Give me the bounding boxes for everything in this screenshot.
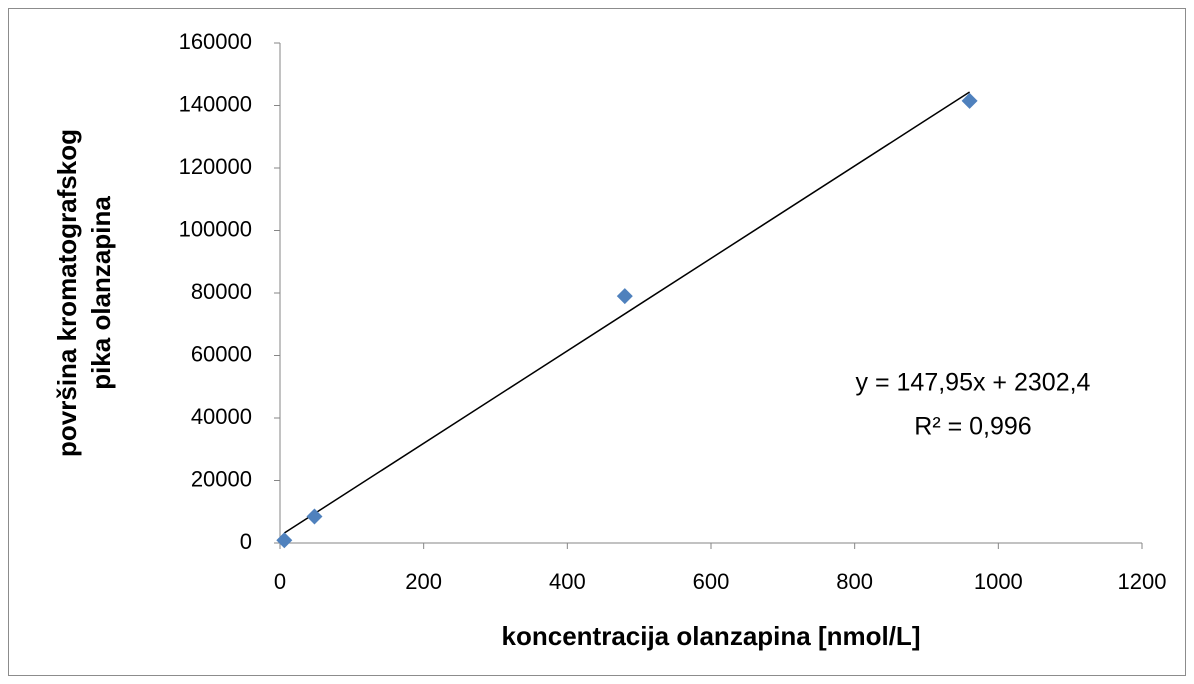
x-tick-label: 600 [693, 569, 730, 594]
y-tick-label: 60000 [191, 341, 252, 366]
data-point [616, 288, 633, 305]
trendline [283, 91, 971, 534]
x-tick-label: 1200 [1118, 569, 1167, 594]
x-tick-label: 800 [836, 569, 873, 594]
y-tick-label: 160000 [179, 29, 252, 54]
trend-r2: R² = 0,996 [914, 413, 1031, 441]
y-tick-label: 20000 [191, 466, 252, 491]
y-tick-label: 40000 [191, 404, 252, 429]
y-axis-title-line: pika olanzapina [86, 196, 116, 390]
y-tick-label: 0 [240, 529, 252, 554]
x-tick-label: 200 [405, 569, 442, 594]
y-tick-label: 140000 [179, 91, 252, 116]
y-tick-label: 100000 [179, 216, 252, 241]
y-tick-label: 120000 [179, 154, 252, 179]
data-point [961, 92, 978, 109]
trend-equation: y = 147,95x + 2302,4 [856, 369, 1091, 397]
x-axis-title: koncentracija olanzapina [nmol/L] [502, 621, 921, 651]
chart-border [8, 8, 1186, 676]
data-point [306, 508, 323, 525]
x-tick-label: 400 [549, 569, 586, 594]
y-axis-title: površina kromatografskog pika olanzapina [52, 129, 116, 457]
x-tick-label: 0 [274, 569, 286, 594]
x-tick-label: 1000 [974, 569, 1023, 594]
y-axis-title-line: površina kromatografskog [52, 129, 82, 457]
data-point [276, 532, 293, 549]
y-tick-label: 80000 [191, 279, 252, 304]
